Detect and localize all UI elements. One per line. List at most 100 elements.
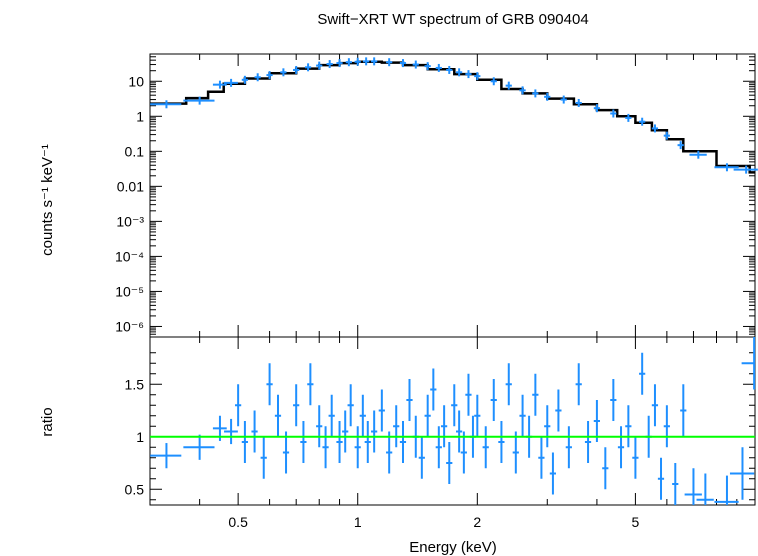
ratio-data-point	[430, 368, 437, 411]
ratio-data-point	[532, 373, 539, 416]
y-tick-label: 0.01	[117, 178, 144, 194]
spectrum-data-point	[150, 100, 182, 109]
spectrum-data-point	[505, 81, 512, 90]
spectrum-data-point	[593, 104, 600, 113]
ratio-data-point	[538, 436, 545, 479]
ratio-data-point	[632, 436, 639, 479]
ratio-data-point	[575, 363, 582, 406]
y-axis-label-spectrum: counts s⁻¹ keV⁻¹	[39, 144, 56, 256]
ratio-data-point	[347, 384, 354, 427]
ratio-data-point	[519, 394, 526, 437]
ratio-data-point	[293, 384, 300, 427]
ratio-plot-frame	[149, 336, 756, 506]
spectrum-data-point	[610, 109, 617, 118]
x-tick-label: 1	[354, 514, 362, 530]
y-tick-label: 10⁻⁴	[115, 248, 144, 264]
spectrum-data-points	[150, 57, 758, 174]
ratio-data-point	[565, 426, 572, 469]
ratio-data-point	[549, 452, 557, 495]
ratio-data-point	[260, 436, 267, 479]
ratio-panel: 0.5 1 1.5 0.5 1 2 5	[125, 336, 756, 530]
ratio-data-point	[322, 426, 329, 469]
spectrum-data-point	[474, 72, 481, 81]
ratio-data-point	[266, 363, 273, 406]
spectrum-data-point	[183, 96, 215, 105]
spectrum-data-point	[490, 77, 497, 86]
spectrum-data-point	[386, 58, 393, 67]
y-tick-label: 10⁻³	[116, 213, 144, 229]
ratio-data-point	[617, 426, 625, 469]
ratio-y-axis: 0.5 1 1.5	[125, 352, 755, 501]
y-axis-label-ratio: ratio	[39, 407, 56, 436]
ratio-data-point	[393, 405, 400, 448]
ratio-tick-label: 0.5	[125, 481, 145, 497]
ratio-data-point	[680, 384, 687, 437]
ratio-data-point	[316, 405, 323, 448]
ratio-data-point	[672, 463, 679, 505]
ratio-data-point	[657, 457, 665, 500]
ratio-data-point	[741, 337, 756, 390]
ratio-data-point	[696, 473, 714, 505]
spectrum-panel: 10⁻⁶ 10⁻⁵ 10⁻⁴ 10⁻³ 0.01 0.1 1 10	[115, 53, 758, 338]
spectrum-x-ticks	[149, 54, 738, 337]
ratio-data-point	[336, 421, 343, 463]
ratio-tick-label: 1.5	[125, 376, 145, 392]
spectrum-data-point	[733, 165, 758, 174]
ratio-data-point	[663, 405, 670, 448]
ratio-data-point	[282, 431, 290, 474]
ratio-data-point	[399, 421, 407, 463]
ratio-data-point	[584, 421, 592, 463]
ratio-data-point	[465, 373, 472, 416]
ratio-data-point	[456, 410, 463, 453]
spectrum-data-point	[241, 75, 248, 84]
spectrum-data-point	[714, 163, 739, 172]
spectrum-y-axis: 10⁻⁶ 10⁻⁵ 10⁻⁴ 10⁻³ 0.01 0.1 1 10	[115, 53, 755, 338]
ratio-data-point	[371, 410, 378, 453]
ratio-data-point	[251, 410, 258, 453]
ratio-data-point	[386, 431, 393, 474]
energy-x-axis: 0.5 1 2 5	[149, 337, 738, 530]
ratio-data-point	[610, 379, 617, 421]
ratio-data-point	[235, 384, 242, 427]
spectrum-data-point	[304, 63, 312, 72]
spectrum-data-point	[639, 117, 646, 126]
ratio-tick-label: 1	[136, 429, 144, 445]
ratio-data-point	[440, 405, 448, 448]
ratio-data-point	[328, 394, 335, 437]
spectrum-data-point	[399, 59, 407, 68]
spectrum-data-point	[354, 57, 361, 66]
y-tick-label: 10⁻⁶	[115, 318, 144, 334]
x-tick-label: 2	[473, 514, 481, 530]
spectrum-data-point	[424, 62, 431, 71]
ratio-data-point	[490, 379, 497, 421]
x-tick-label: 5	[632, 514, 640, 530]
spectrum-data-point	[280, 68, 287, 77]
spectrum-data-point	[224, 78, 238, 87]
ratio-data-point	[406, 379, 413, 421]
spectrum-data-point	[316, 61, 323, 70]
y-tick-label: 10	[128, 73, 144, 89]
ratio-data-point	[505, 363, 512, 406]
ratio-data-point	[307, 363, 314, 406]
ratio-data-point	[593, 400, 600, 442]
ratio-data-point	[474, 394, 481, 437]
spectrum-data-point	[544, 92, 551, 101]
y-tick-label: 10⁻⁵	[115, 283, 144, 299]
spectrum-data-point	[336, 59, 343, 68]
y-tick-label: 0.1	[125, 143, 145, 159]
spectrum-data-point	[456, 68, 463, 77]
y-tick-label: 1	[136, 108, 144, 124]
spectrum-data-point	[651, 124, 659, 133]
ratio-data-point	[300, 421, 307, 463]
ratio-data-point	[224, 418, 238, 445]
spectrum-data-point	[254, 73, 261, 82]
ratio-data-point	[435, 426, 442, 469]
model-curve	[150, 60, 755, 174]
ratio-data-point	[342, 410, 349, 453]
spectrum-data-point	[575, 98, 582, 107]
ratio-data-point	[625, 405, 632, 448]
ratio-data-point	[729, 447, 755, 500]
spectrum-data-point	[689, 150, 707, 159]
ratio-data-point	[602, 447, 609, 490]
ratio-data-point	[446, 442, 453, 484]
